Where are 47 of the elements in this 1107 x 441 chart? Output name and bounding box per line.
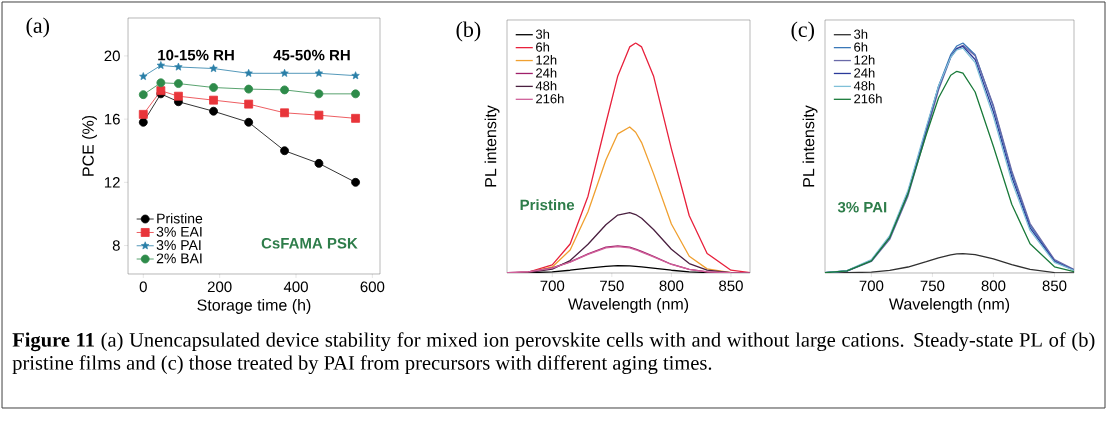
y-tick-label: 20 bbox=[104, 50, 120, 62]
x-axis-title: Wavelength (nm) bbox=[567, 298, 689, 313]
legend-label: 6h bbox=[854, 42, 868, 52]
legend-label: 3% EAI bbox=[156, 226, 202, 237]
x-tick-label: 750 bbox=[920, 280, 945, 292]
annotation: Pristine bbox=[520, 199, 575, 211]
x-tick-label: 600 bbox=[360, 281, 385, 293]
legend-label: 2% BAI bbox=[156, 253, 202, 264]
y-tick-label: 8 bbox=[112, 240, 120, 251]
annotation: 10-15% RH bbox=[158, 49, 234, 61]
legend-label: 12h bbox=[536, 55, 557, 65]
x-tick-label: 400 bbox=[283, 281, 308, 293]
legend-label: 216h bbox=[536, 93, 564, 104]
y-axis-title: PL intensity bbox=[802, 105, 818, 187]
legend-label: 3h bbox=[535, 29, 550, 39]
legend-label: 216h bbox=[854, 93, 882, 104]
legend-label: Pristine bbox=[157, 213, 203, 224]
legend-label: 6h bbox=[536, 42, 550, 52]
x-axis-title: Storage time (h) bbox=[197, 299, 311, 314]
legend-label: 48h bbox=[535, 80, 557, 91]
x-tick-label: 0 bbox=[139, 281, 147, 293]
y-tick-label: 12 bbox=[104, 177, 120, 188]
legend-label: 3h bbox=[854, 29, 868, 39]
annotation: CsFAMA PSK bbox=[261, 237, 358, 249]
y-tick-label: 16 bbox=[104, 113, 120, 125]
x-tick-label: 700 bbox=[540, 280, 565, 292]
annotation: 3% PAI bbox=[837, 201, 887, 213]
x-axis-title: Wavelength (nm) bbox=[888, 298, 1010, 313]
text: Figure 11 (a) Unencapsulated device stability for mixed ion perovskite cells with and without large cations. Steady-state PL of (b) pristine films and (c) those treated by PAI from precursors with different aging times. bbox=[12, 332, 1095, 375]
chart-title: (b) bbox=[456, 21, 481, 42]
x-tick-label: 800 bbox=[659, 280, 684, 292]
y-axis-title: PCE (%) bbox=[82, 115, 97, 176]
chart-title: (c) bbox=[791, 21, 814, 42]
x-tick-label: 850 bbox=[1042, 280, 1067, 292]
legend-label: 24h bbox=[536, 68, 557, 78]
legend-label: 12h bbox=[854, 55, 875, 65]
x-tick-label: 200 bbox=[207, 281, 232, 293]
annotation: 45-50% RH bbox=[273, 49, 350, 61]
x-tick-label: 800 bbox=[981, 280, 1006, 292]
x-tick-label: 850 bbox=[719, 280, 743, 292]
x-tick-label: 750 bbox=[600, 280, 624, 292]
y-axis-title: PL intensity bbox=[484, 105, 500, 187]
legend-label: 24h bbox=[854, 68, 875, 78]
legend-label: 3% PAI bbox=[156, 240, 201, 251]
x-tick-label: 700 bbox=[859, 280, 884, 292]
legend-label: 48h bbox=[853, 80, 875, 91]
chart-title: (a) bbox=[26, 17, 50, 38]
